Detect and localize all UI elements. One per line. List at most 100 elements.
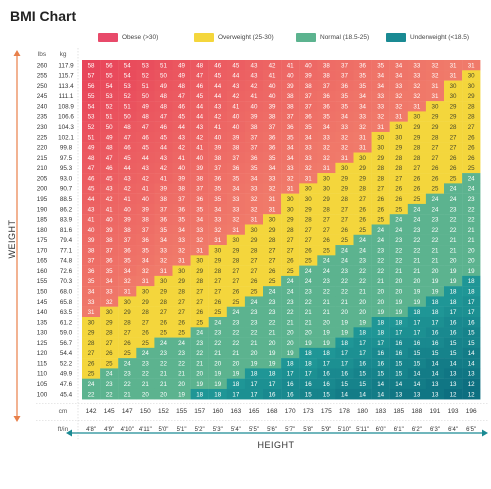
legend: Obese (>30) Overweight (25-30) Normal (1… (88, 32, 482, 43)
bmi-cell (462, 224, 481, 235)
bmi-cell (100, 111, 119, 122)
bmi-cell (208, 162, 227, 174)
bmi-cell (190, 317, 209, 328)
weight-kg-label: 54.4 (60, 350, 73, 357)
bmi-cell (335, 224, 354, 235)
bmi-value-label: 36 (178, 206, 185, 213)
bmi-value-label: 26 (413, 175, 420, 182)
bmi-cell (281, 121, 300, 133)
bmi-cell (100, 265, 119, 277)
bmi-cell (172, 378, 191, 390)
bmi-cell (371, 224, 390, 235)
bmi-value-label: 54 (106, 83, 113, 90)
bmi-value-label: 24 (178, 340, 185, 347)
bmi-value-label: 27 (232, 278, 239, 285)
bmi-value-label: 48 (196, 62, 203, 69)
bmi-cell (208, 60, 227, 71)
bmi-value-label: 49 (160, 83, 167, 90)
bmi-value-label: 29 (359, 175, 366, 182)
bmi-cell (154, 296, 173, 307)
bmi-value-label: 58 (88, 62, 95, 69)
bmi-cell (462, 60, 481, 71)
bmi-cell (299, 317, 318, 328)
bmi-cell (244, 90, 264, 102)
bmi-cell (407, 358, 427, 369)
bmi-cell (118, 214, 137, 225)
bmi-cell (444, 255, 463, 266)
bmi-value-label: 42 (269, 62, 276, 69)
bmi-value-label: 20 (468, 247, 475, 254)
bmi-value-label: 27 (142, 319, 149, 326)
bmi-value-label: 18 (305, 360, 312, 367)
bmi-cell (407, 101, 427, 112)
bmi-cell (100, 234, 119, 246)
bmi-value-label: 34 (287, 145, 294, 152)
bmi-cell (425, 142, 445, 153)
bmi-cell (462, 337, 481, 349)
bmi-value-label: 21 (468, 237, 475, 244)
bmi-cell (444, 80, 463, 92)
bmi-value-label: 25 (269, 278, 276, 285)
weight-kg-label: 61.2 (60, 319, 73, 326)
bmi-value-label: 19 (178, 391, 185, 398)
bmi-value-label: 34 (359, 103, 366, 110)
bmi-cell (208, 121, 227, 133)
bmi-value-label: 15 (341, 381, 348, 388)
bmi-cell (136, 234, 155, 246)
bmi-cell (462, 306, 481, 318)
bmi-value-label: 24 (196, 330, 203, 337)
bmi-cell (407, 347, 427, 359)
bmi-value-label: 15 (359, 371, 366, 378)
height-axis-label: HEIGHT (257, 440, 295, 450)
bmi-cell (136, 296, 155, 307)
bmi-value-label: 27 (432, 155, 439, 162)
bmi-value-label: 27 (359, 196, 366, 203)
height-axis-arrow-left (66, 429, 72, 437)
weight-lbs-label: 255 (37, 73, 48, 80)
bmi-cell (317, 234, 336, 246)
bmi-cell (208, 245, 227, 256)
bmi-cell (136, 203, 155, 215)
bmi-cell (281, 224, 300, 235)
bmi-value-label: 23 (323, 278, 330, 285)
bmi-cell (444, 337, 463, 349)
bmi-value-label: 26 (178, 319, 185, 326)
bmi-value-label: 19 (432, 278, 439, 285)
bmi-value-label: 13 (395, 391, 402, 398)
bmi-cell (136, 193, 155, 205)
bmi-cell (462, 70, 481, 81)
bmi-value-label: 40 (232, 124, 239, 131)
bmi-cell (371, 193, 390, 205)
bmi-value-label: 34 (160, 237, 167, 244)
bmi-value-label: 18 (432, 309, 439, 316)
bmi-value-label: 50 (124, 114, 131, 121)
bmi-value-label: 33 (413, 62, 420, 69)
bmi-value-label: 29 (359, 165, 366, 172)
bmi-value-label: 43 (196, 124, 203, 131)
bmi-value-label: 35 (251, 165, 258, 172)
bmi-value-label: 25 (395, 206, 402, 213)
bmi-cell (82, 275, 101, 287)
bmi-cell (244, 234, 264, 246)
bmi-cell (425, 60, 445, 71)
bmi-value-label: 18 (305, 350, 312, 357)
bmi-cell (335, 255, 354, 266)
bmi-value-label: 22 (395, 258, 402, 265)
bmi-value-label: 30 (395, 124, 402, 131)
bmi-cell (317, 80, 336, 92)
bmi-value-label: 21 (432, 247, 439, 254)
bmi-value-label: 38 (160, 196, 167, 203)
bmi-cell (244, 203, 264, 215)
bmi-cell (154, 378, 173, 390)
weight-axis-arrow-up (13, 50, 21, 56)
bmi-cell (190, 173, 209, 184)
weight-lbs-label: 185 (37, 217, 48, 224)
bmi-value-label: 30 (106, 309, 113, 316)
bmi-value-label: 16 (450, 330, 457, 337)
bmi-cell (444, 101, 463, 112)
bmi-value-label: 21 (413, 268, 420, 275)
bmi-value-label: 22 (377, 268, 384, 275)
bmi-cell (335, 90, 354, 102)
bmi-value-label: 31 (395, 114, 402, 121)
bmi-value-label: 25 (377, 217, 384, 224)
